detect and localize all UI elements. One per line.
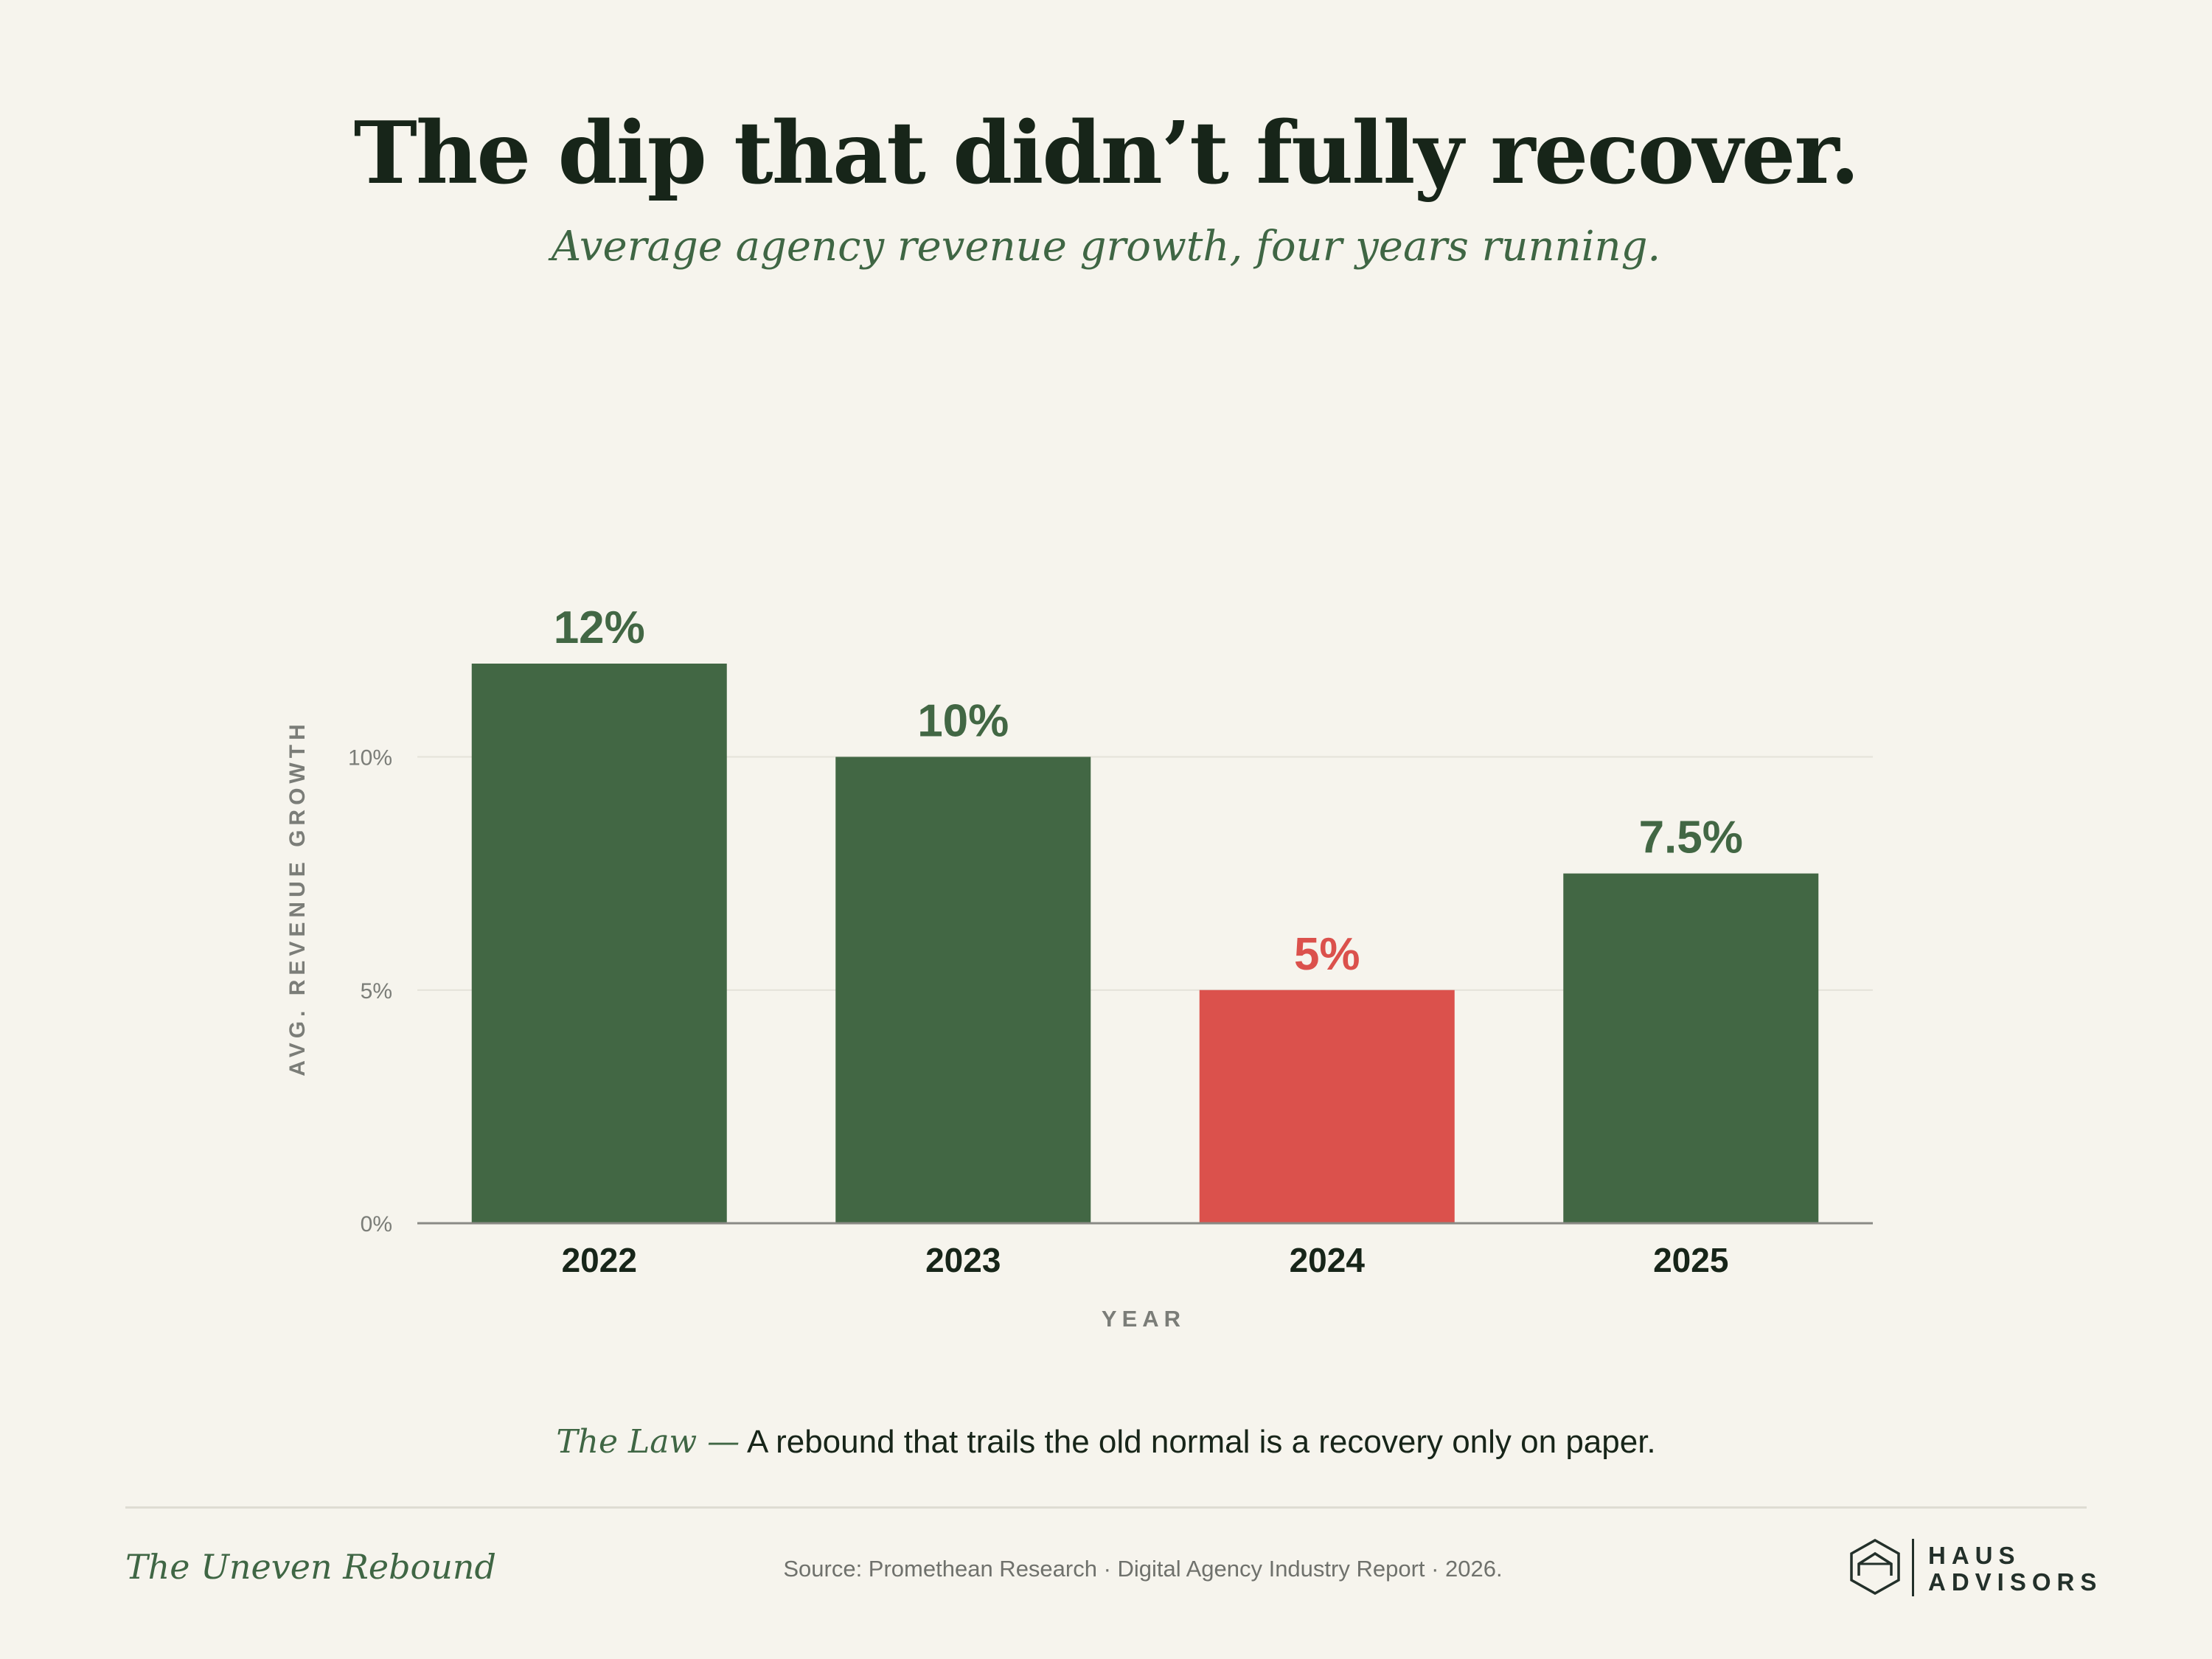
- bar-chart: 0% 5% 10% 12% 2022 10% 2023 5% 2024 7.5% 2025 YEAR A…: [285, 602, 1873, 1332]
- law-text: A rebound that trails the old normal is …: [746, 1424, 1656, 1460]
- brand-divider: [1912, 1539, 1914, 1596]
- data-label: 10%: [917, 696, 1009, 747]
- y-tick-label: 0%: [361, 1212, 392, 1237]
- house-hexagon-icon: [1850, 1538, 1900, 1596]
- y-axis-title: AVG. REVENUE GROWTH: [285, 720, 310, 1076]
- x-tick-label: 2022: [562, 1241, 637, 1279]
- y-tick-label: 5%: [361, 979, 392, 1004]
- bar-2025: [1563, 873, 1819, 1223]
- data-label: 7.5%: [1639, 813, 1743, 863]
- chart-subtitle: Average agency revenue growth, four year…: [551, 223, 1661, 271]
- chart-title: The dip that didn’t fully recover.: [353, 103, 1860, 204]
- y-tick-label: 10%: [348, 746, 392, 771]
- x-axis-title: YEAR: [1102, 1306, 1186, 1332]
- bar-2023: [835, 757, 1091, 1223]
- brand-name-line1: HAUS: [1928, 1542, 2021, 1569]
- x-tick-label: 2025: [1653, 1241, 1728, 1279]
- law-label: The Law —: [556, 1423, 740, 1461]
- source-note: Source: Promethean Research · Digital Ag…: [783, 1556, 1503, 1582]
- series-name: The Uneven Rebound: [125, 1547, 496, 1587]
- x-tick-label: 2024: [1290, 1241, 1366, 1279]
- brand-name-line2: ADVISORS: [1928, 1568, 2103, 1596]
- data-label: 12%: [554, 602, 645, 653]
- law-statement: The Law — A rebound that trails the old …: [0, 1423, 2212, 1461]
- bar-2022: [471, 664, 727, 1223]
- x-tick-label: 2023: [925, 1241, 1001, 1279]
- footer-divider: [125, 1506, 2087, 1509]
- data-label: 5%: [1294, 929, 1360, 980]
- bar-2024: [1199, 990, 1455, 1223]
